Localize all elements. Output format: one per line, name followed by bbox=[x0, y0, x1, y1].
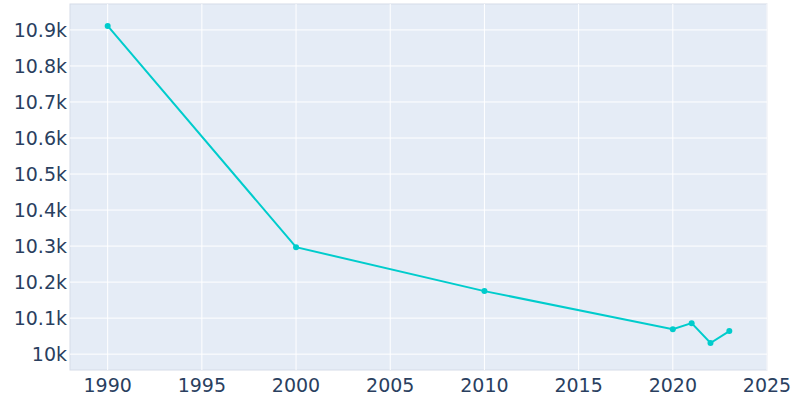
x-grid-line bbox=[578, 4, 579, 370]
point bbox=[689, 320, 695, 326]
point bbox=[293, 244, 299, 250]
x-tick-label: 2015 bbox=[554, 374, 602, 396]
x-grid-line bbox=[201, 4, 202, 370]
y-grid-line bbox=[70, 29, 767, 30]
point bbox=[726, 328, 732, 334]
plot-area bbox=[70, 4, 767, 370]
y-grid-line bbox=[70, 318, 767, 319]
x-tick-label: 2010 bbox=[460, 374, 508, 396]
y-tick-label: 10.1k bbox=[14, 307, 67, 329]
y-tick-label: 10.6k bbox=[14, 127, 67, 149]
y-tick-label: 10.9k bbox=[14, 19, 67, 41]
x-tick-label: 2020 bbox=[649, 374, 697, 396]
y-grid-line bbox=[70, 282, 767, 283]
series bbox=[105, 23, 733, 346]
point bbox=[481, 288, 487, 294]
x-tick-label: 2000 bbox=[272, 374, 320, 396]
chart: 1990 1995 2000 2005 2010 2015 2020 2025 10k 10.1k… bbox=[0, 0, 800, 400]
x-grid-line bbox=[767, 4, 768, 370]
y-tick-label: 10.5k bbox=[14, 163, 67, 185]
x-tick-label: 1990 bbox=[83, 374, 131, 396]
x-grid-line bbox=[390, 4, 391, 370]
x-grid-line bbox=[484, 4, 485, 370]
point bbox=[670, 326, 676, 332]
x-tick-label: 2005 bbox=[366, 374, 414, 396]
line bbox=[108, 26, 730, 343]
y-grid-line bbox=[70, 354, 767, 355]
y-grid-line bbox=[70, 101, 767, 102]
y-tick-label: 10.2k bbox=[14, 271, 67, 293]
y-tick-label: 10.7k bbox=[14, 91, 67, 113]
x-grid-line bbox=[296, 4, 297, 370]
y-tick-label: 10.8k bbox=[14, 55, 67, 77]
y-grid-line bbox=[70, 210, 767, 211]
x-tick-label: 2025 bbox=[743, 374, 791, 396]
y-tick-label: 10.3k bbox=[14, 235, 67, 257]
point bbox=[707, 340, 713, 346]
y-grid-line bbox=[70, 246, 767, 247]
point bbox=[105, 23, 111, 29]
y-grid-line bbox=[70, 65, 767, 66]
x-tick-label: 1995 bbox=[178, 374, 226, 396]
x-grid-line bbox=[107, 4, 108, 370]
x-grid-line bbox=[672, 4, 673, 370]
y-tick-label: 10k bbox=[32, 343, 67, 365]
y-grid-line bbox=[70, 138, 767, 139]
y-grid-line bbox=[70, 174, 767, 175]
y-tick-label: 10.4k bbox=[14, 199, 67, 221]
